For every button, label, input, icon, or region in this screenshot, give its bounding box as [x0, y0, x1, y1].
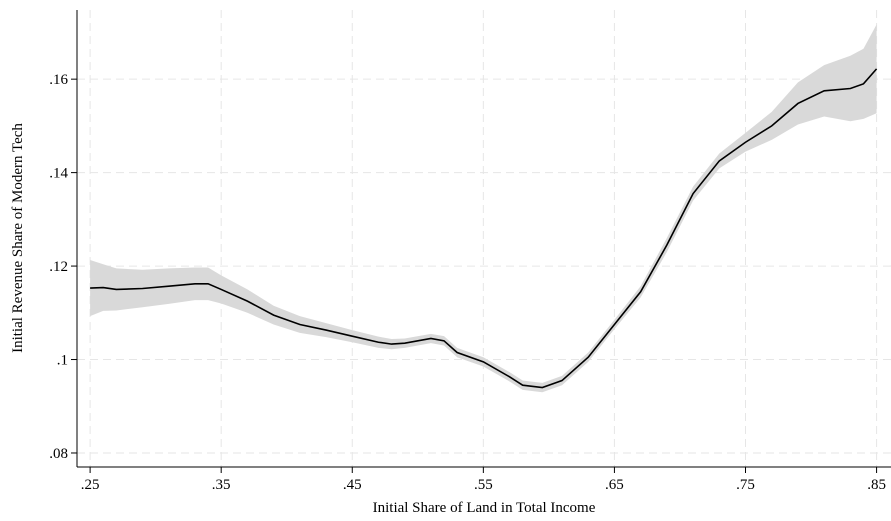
- y-tick-label: .16: [49, 72, 68, 88]
- y-tick-label: .14: [49, 166, 68, 182]
- y-tick-label: .12: [49, 259, 68, 275]
- x-tick-label: .85: [867, 477, 886, 493]
- x-tick-label: .65: [605, 477, 624, 493]
- x-tick-label: .35: [212, 477, 231, 493]
- y-tick-label: .08: [49, 446, 68, 462]
- y-tick-label: .1: [57, 353, 68, 369]
- x-tick-label: .25: [81, 477, 100, 493]
- line: [90, 68, 878, 389]
- x-axis-label: Initial Share of Land in Total Income: [373, 500, 596, 516]
- x-tick-label: .45: [343, 477, 362, 493]
- x-tick-label: .75: [736, 477, 755, 493]
- y-axis-label: Initial Revenue Share of Modern Tech: [10, 123, 26, 353]
- x-tick-label: .55: [474, 477, 493, 493]
